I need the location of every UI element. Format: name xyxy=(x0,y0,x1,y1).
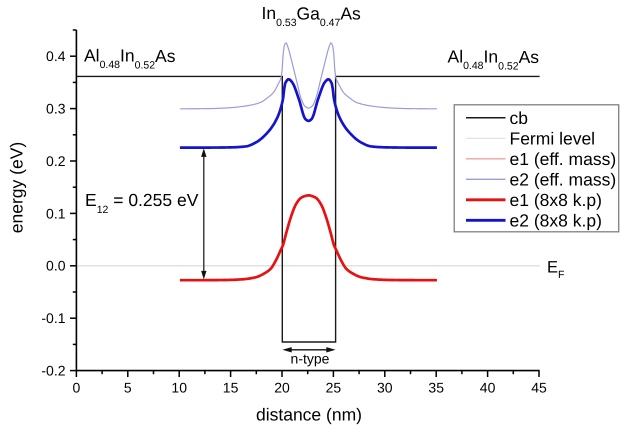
svg-text:40: 40 xyxy=(480,380,496,396)
svg-text:e2 (eff. mass): e2 (eff. mass) xyxy=(510,170,617,190)
svg-text:15: 15 xyxy=(223,380,239,396)
svg-text:n-type: n-type xyxy=(291,350,330,366)
svg-text:35: 35 xyxy=(428,380,444,396)
svg-text:5: 5 xyxy=(124,380,132,396)
svg-text:25: 25 xyxy=(326,380,342,396)
svg-text:distance (nm): distance (nm) xyxy=(256,405,362,425)
svg-text:-0.1: -0.1 xyxy=(41,310,65,326)
svg-text:30: 30 xyxy=(377,380,393,396)
svg-text:0.4: 0.4 xyxy=(46,48,66,64)
svg-text:e2 (8x8 k.p): e2 (8x8 k.p) xyxy=(510,211,602,231)
svg-text:45: 45 xyxy=(531,380,547,396)
svg-text:10: 10 xyxy=(171,380,187,396)
svg-text:Fermi level: Fermi level xyxy=(510,129,596,149)
svg-text:e1 (eff. mass): e1 (eff. mass) xyxy=(510,149,617,169)
svg-text:e1 (8x8 k.p): e1 (8x8 k.p) xyxy=(510,190,602,210)
svg-text:0.2: 0.2 xyxy=(46,153,66,169)
svg-text:0.3: 0.3 xyxy=(46,101,66,117)
svg-text:0: 0 xyxy=(73,380,81,396)
svg-text:0.0: 0.0 xyxy=(46,258,66,274)
svg-text:-0.2: -0.2 xyxy=(41,363,65,379)
svg-text:energy (eV): energy (eV) xyxy=(7,142,27,233)
svg-text:0.1: 0.1 xyxy=(46,205,66,221)
svg-text:cb: cb xyxy=(510,108,528,128)
svg-text:20: 20 xyxy=(274,380,290,396)
